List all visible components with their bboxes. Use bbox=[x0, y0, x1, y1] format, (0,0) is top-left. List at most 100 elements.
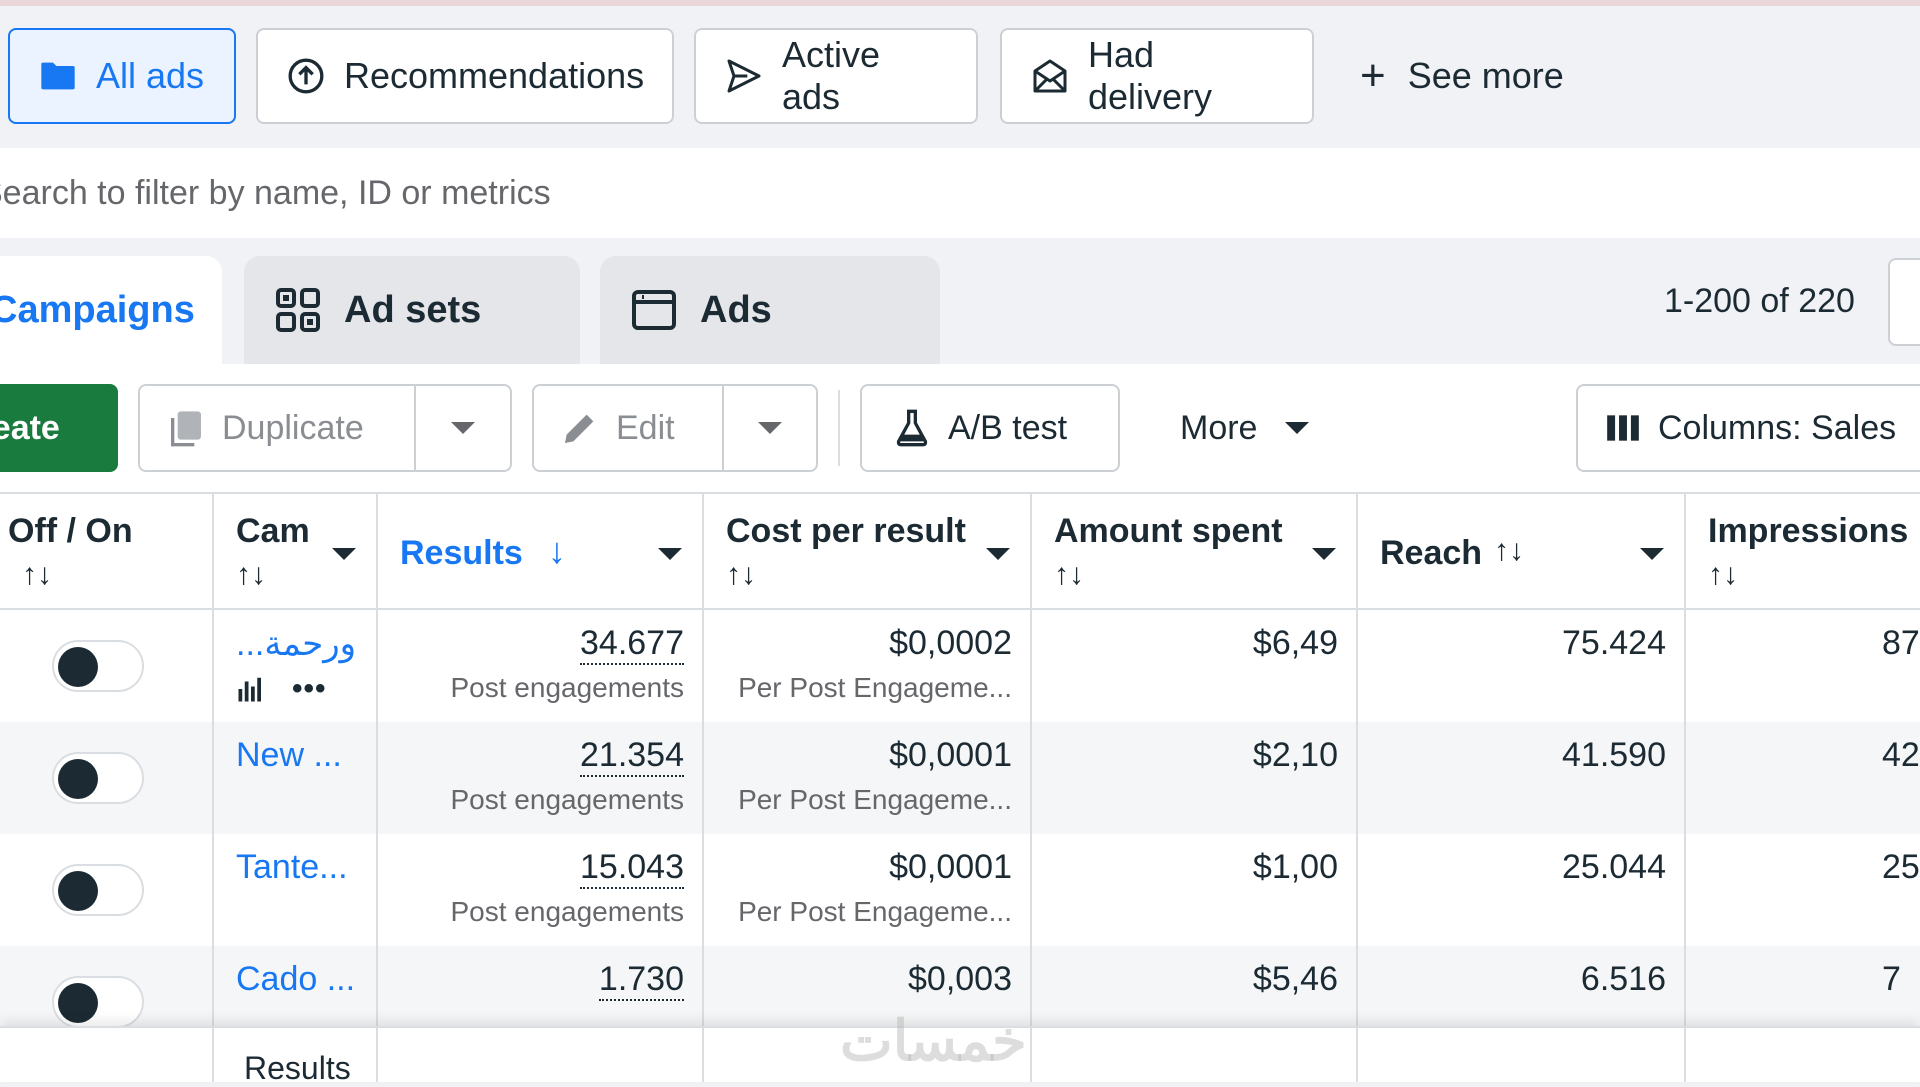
impressions-cell: 7 bbox=[1686, 946, 1920, 1058]
impressions-cell: 25 bbox=[1686, 834, 1920, 946]
header-cost-per-result[interactable]: Cost per result ↑↓ bbox=[704, 494, 1032, 610]
bar-chart-icon[interactable] bbox=[236, 674, 266, 704]
results-value[interactable]: 21.354 bbox=[580, 736, 684, 777]
see-more-button[interactable]: + See more bbox=[1360, 28, 1564, 124]
header-results[interactable]: Results ↓ bbox=[378, 494, 704, 610]
cost-value: $0,0001 bbox=[889, 736, 1012, 774]
tab-ad-sets[interactable]: Ad sets bbox=[244, 256, 580, 364]
chevron-down-icon[interactable] bbox=[658, 548, 682, 560]
cost-type: Per Post Engageme... bbox=[738, 672, 1012, 703]
header-off-on[interactable]: Off / On ↑↓ bbox=[0, 494, 214, 610]
footer-cell bbox=[214, 1028, 378, 1082]
pencil-icon bbox=[565, 414, 594, 443]
campaign-name-link[interactable]: ...ورحمة bbox=[236, 625, 357, 663]
edit-button[interactable]: Edit bbox=[532, 384, 818, 472]
table-row: New ... 21.354 Post engagements $0,0001 … bbox=[0, 722, 1920, 834]
header-reach[interactable]: Reach ↑↓ bbox=[1358, 494, 1686, 610]
results-value[interactable]: 34.677 bbox=[580, 624, 684, 665]
spent-value: $2,10 bbox=[1252, 736, 1338, 774]
tab-label: Ads bbox=[700, 288, 772, 331]
campaign-name-link[interactable]: Cado ... bbox=[236, 960, 356, 998]
campaigns-table: Off / On ↑↓ Cam ↑↓ Results ↓ Cost per re… bbox=[0, 492, 1920, 1080]
results-value[interactable]: 1.730 bbox=[598, 960, 684, 1001]
columns-button[interactable]: Columns: Sales bbox=[1576, 384, 1920, 472]
cost-type: Per Post Engageme... bbox=[738, 896, 1012, 927]
duplicate-dropdown-caret[interactable] bbox=[416, 384, 510, 472]
edit-dropdown-caret[interactable] bbox=[724, 384, 816, 472]
impressions-value: 87 bbox=[1882, 624, 1920, 662]
reach-cell: 75.424 bbox=[1358, 610, 1686, 722]
duplicate-button[interactable]: Duplicate bbox=[138, 384, 512, 472]
cost-cell: $0,0001 Per Post Engageme... bbox=[704, 834, 1032, 946]
tab-ads[interactable]: Ads bbox=[600, 256, 940, 364]
search-input[interactable] bbox=[0, 148, 1900, 238]
chevron-down-icon[interactable] bbox=[332, 548, 356, 560]
chevron-down-icon[interactable] bbox=[1640, 548, 1664, 560]
sort-icon[interactable]: ↑↓ bbox=[1708, 558, 1738, 591]
chip-had-delivery[interactable]: Had delivery bbox=[1000, 28, 1314, 124]
chevron-down-icon[interactable] bbox=[986, 548, 1010, 560]
table-row: Tante... 15.043 Post engagements $0,0001… bbox=[0, 834, 1920, 946]
campaign-cell: ...ورحمة ••• bbox=[214, 610, 378, 722]
reach-value: 75.424 bbox=[1562, 624, 1666, 662]
footer-cell bbox=[1032, 1028, 1358, 1082]
header-campaign[interactable]: Cam ↑↓ bbox=[214, 494, 378, 610]
arrow-down-icon[interactable]: ↓ bbox=[548, 530, 566, 571]
results-type: Post engagements bbox=[450, 784, 685, 815]
chip-recommendations[interactable]: Recommendations bbox=[256, 28, 674, 124]
sort-icon[interactable]: ↑↓ bbox=[236, 558, 266, 591]
campaign-name-link[interactable]: New ... bbox=[236, 736, 342, 774]
impressions-value: 7 bbox=[1882, 960, 1901, 998]
more-options-icon[interactable]: ••• bbox=[292, 672, 327, 705]
chip-label: All ads bbox=[96, 55, 205, 96]
results-type: Post engagements bbox=[450, 672, 685, 703]
campaign-toggle[interactable] bbox=[52, 976, 144, 1028]
chip-label: Recommendations bbox=[344, 55, 645, 96]
columns-icon bbox=[1607, 415, 1639, 441]
results-cell: 15.043 Post engagements bbox=[378, 834, 704, 946]
flask-icon bbox=[896, 409, 928, 447]
header-amount-spent[interactable]: Amount spent ↑↓ bbox=[1032, 494, 1358, 610]
spent-cell: $5,46 bbox=[1032, 946, 1358, 1058]
footer-cell bbox=[704, 1028, 1032, 1082]
reach-value: 41.590 bbox=[1562, 736, 1666, 774]
cost-value: $0,003 bbox=[908, 960, 1012, 998]
toggle-knob bbox=[58, 871, 98, 911]
cost-cell: $0,003 bbox=[704, 946, 1032, 1058]
footer-cell bbox=[378, 1028, 704, 1082]
recommendation-icon bbox=[288, 58, 324, 94]
create-label: Create bbox=[0, 408, 60, 447]
campaign-toggle[interactable] bbox=[52, 752, 144, 804]
sort-icon[interactable]: ↑↓ bbox=[22, 558, 52, 591]
campaign-name-link[interactable]: Tante... bbox=[236, 848, 348, 886]
reach-value: 25.044 bbox=[1562, 848, 1666, 886]
campaign-toggle[interactable] bbox=[52, 864, 144, 916]
folder-icon bbox=[41, 62, 75, 90]
spent-value: $5,46 bbox=[1252, 960, 1338, 998]
cost-value: $0,0002 bbox=[889, 624, 1012, 662]
filter-chips-bar: All ads Recommendations Active ads Had d… bbox=[0, 6, 1920, 148]
chip-active-ads[interactable]: Active ads bbox=[694, 28, 978, 124]
chevron-down-icon[interactable] bbox=[1312, 548, 1336, 560]
campaign-toggle[interactable] bbox=[52, 640, 144, 692]
sort-icon[interactable]: ↑↓ bbox=[1054, 558, 1084, 591]
create-button[interactable]: Create bbox=[0, 384, 118, 472]
header-impressions[interactable]: Impressions ↑↓ bbox=[1686, 494, 1920, 610]
more-button[interactable]: More bbox=[1180, 384, 1310, 472]
results-value[interactable]: 15.043 bbox=[580, 848, 684, 889]
campaign-cell: Tante... bbox=[214, 834, 378, 946]
chip-all-ads[interactable]: All ads bbox=[8, 28, 236, 124]
ab-test-button[interactable]: A/B test bbox=[860, 384, 1120, 472]
header-label: Cost per result bbox=[726, 512, 966, 550]
header-label: Cam bbox=[236, 512, 310, 550]
reach-value: 6.516 bbox=[1580, 960, 1666, 998]
tab-campaigns[interactable]: Campaigns bbox=[0, 256, 222, 364]
toggle-knob bbox=[58, 759, 98, 799]
pagination-button[interactable] bbox=[1888, 258, 1920, 346]
sort-icon[interactable]: ↑↓ bbox=[1494, 534, 1524, 567]
footer-cell bbox=[0, 1028, 214, 1082]
level-tabs-bar: Campaigns Ad sets Ads 1-200 of 220 bbox=[0, 238, 1920, 364]
toolbar: Create Duplicate Edit A/B test More Colu… bbox=[0, 364, 1920, 492]
sort-icon[interactable]: ↑↓ bbox=[726, 558, 756, 591]
reach-cell: 41.590 bbox=[1358, 722, 1686, 834]
